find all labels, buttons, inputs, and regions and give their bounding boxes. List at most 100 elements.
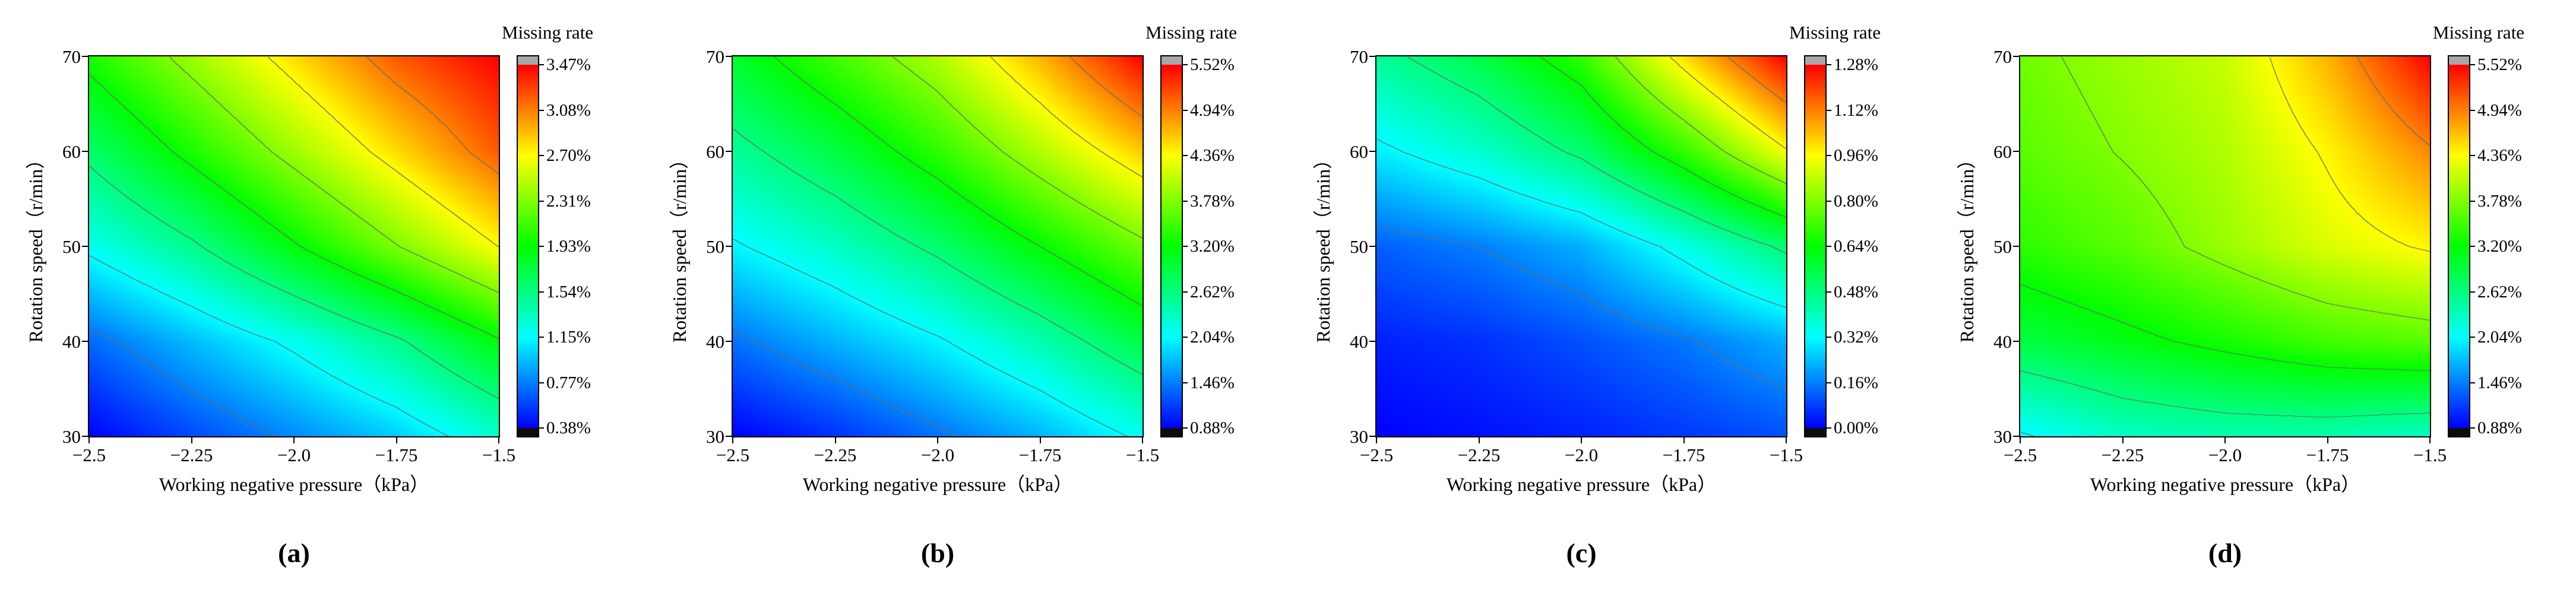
colorbar-tick-label: 0.48% <box>1834 282 1878 302</box>
colorbar-tick-label: 2.70% <box>546 146 591 165</box>
colorbar-tick-mark <box>2470 200 2475 202</box>
x-tick-mark <box>2224 437 2226 443</box>
y-tick-mark <box>726 436 732 437</box>
x-tick-mark <box>1478 437 1480 443</box>
y-tick-mark <box>1369 151 1375 152</box>
heatmap-canvas-a <box>89 56 499 436</box>
y-tick-label: 60 <box>1993 141 2012 162</box>
x-tick-label: −2.5 <box>2003 445 2037 465</box>
x-tick-label: −2.5 <box>1359 445 1394 465</box>
colorbar-tick-mark <box>1827 427 1831 429</box>
x-tick-mark <box>834 437 836 443</box>
panel-letter-c: (c) <box>1566 538 1597 568</box>
y-tick-label: 60 <box>706 141 724 162</box>
x-tick-mark <box>88 437 90 443</box>
colorbar-tick-mark <box>539 200 544 202</box>
colorbar-tick-label: 2.62% <box>2477 282 2522 302</box>
y-tick-mark <box>82 246 88 247</box>
colorbar-tick-label: 1.93% <box>546 237 591 256</box>
y-tick-mark <box>2013 151 2019 152</box>
y-tick-label: 30 <box>1993 426 2012 447</box>
colorbar-tick-label: 4.36% <box>2477 146 2522 165</box>
y-tick-label: 40 <box>1350 331 1368 352</box>
y-tick-label: 50 <box>706 236 724 257</box>
x-tick-mark <box>1039 437 1041 443</box>
colorbar-tick-label: 5.52% <box>1190 55 1235 74</box>
colorbar-tick-mark <box>539 64 544 65</box>
y-tick-mark <box>1369 436 1375 437</box>
colorbar-tick-label: 1.46% <box>2477 373 2522 392</box>
panel-letter-d: (d) <box>2208 538 2242 568</box>
y-tick-label: 50 <box>62 236 81 257</box>
colorbar-tick-mark <box>539 291 544 293</box>
colorbar-tick-mark <box>1183 427 1188 429</box>
y-tick-mark <box>1369 341 1375 342</box>
colorbar-tick-label: 0.88% <box>2477 418 2522 437</box>
y-tick-mark <box>2013 341 2019 342</box>
colorbar-title: Missing rate <box>1789 22 1881 43</box>
x-tick-mark <box>937 437 938 443</box>
colorbar-tick-mark <box>2470 427 2475 429</box>
heatmap-canvas-b <box>733 56 1143 436</box>
y-tick-mark <box>2013 56 2019 57</box>
x-tick-label: −1.75 <box>375 445 418 465</box>
colorbar-tick-mark <box>1183 382 1188 383</box>
x-tick-label: −2.25 <box>170 445 213 465</box>
y-tick-label: 70 <box>706 46 724 67</box>
panel-a: Rotation speed（r/min） −2.5 −2.25 −2.0 −1.75−… <box>0 0 644 609</box>
x-tick-mark <box>1376 437 1377 443</box>
colorbar-tick-mark <box>2470 64 2475 65</box>
x-tick-label: −1.5 <box>1125 445 1160 465</box>
x-tick-mark <box>2020 437 2021 443</box>
x-tick-label: −2.0 <box>920 445 955 465</box>
y-tick-label: 30 <box>62 426 81 447</box>
y-tick-label: 50 <box>1993 236 2012 257</box>
x-axis-label: Working negative pressure（kPa） <box>802 474 1073 495</box>
colorbar-tick-label: 4.94% <box>2477 100 2522 120</box>
colorbar-tick-label: 0.32% <box>1834 328 1878 347</box>
colorbar-tick-label: 5.52% <box>2477 55 2522 74</box>
colorbar-tick-mark <box>1827 64 1831 65</box>
panel-letter-a: (a) <box>278 538 310 568</box>
colorbar-tick-label: 3.78% <box>1190 191 1235 211</box>
x-tick-label: −2.5 <box>72 445 106 465</box>
colorbar-tick-label: 0.00% <box>1834 418 1878 437</box>
colorbar-tick-mark <box>1183 155 1188 156</box>
x-tick-mark <box>498 437 499 443</box>
colorbar-tick-mark <box>1183 291 1188 293</box>
colorbar-tick-mark <box>2470 382 2475 383</box>
y-tick-mark <box>726 151 732 152</box>
panel-c: Rotation speed（r/min） −2.5 −2.25 −2.0 −1.75−… <box>1287 0 1931 609</box>
colorbar-tick-mark <box>539 427 544 429</box>
y-tick-label: 40 <box>62 331 81 352</box>
colorbar-tick-label: 0.77% <box>546 373 591 392</box>
colorbar-tick-label: 0.88% <box>1190 418 1235 437</box>
y-tick-mark <box>726 56 732 57</box>
colorbar-tick-label: 2.04% <box>2477 328 2522 347</box>
x-tick-label: −1.75 <box>2306 445 2349 465</box>
colorbar-tick-label: 1.28% <box>1834 55 1878 74</box>
colorbar-tick-label: 0.80% <box>1834 191 1878 211</box>
y-tick-label: 70 <box>1993 46 2012 67</box>
colorbar-tick-label: 3.08% <box>546 100 591 120</box>
y-tick-label: 70 <box>1350 46 1368 67</box>
colorbar-tick-mark <box>1827 291 1831 293</box>
x-tick-label: −1.75 <box>1018 445 1062 465</box>
panel-d: Rotation speed（r/min） −2.5 −2.25 −2.0 −1.75−… <box>1931 0 2575 609</box>
colorbar-tick-mark <box>539 109 544 111</box>
y-tick-label: 30 <box>706 426 724 447</box>
colorbar-tick-mark <box>2470 109 2475 111</box>
y-tick-label: 70 <box>62 46 81 67</box>
heatmap-canvas-d <box>2020 56 2430 436</box>
colorbar-tick-label: 0.96% <box>1834 146 1878 165</box>
colorbar-tick-mark <box>1827 155 1831 156</box>
y-tick-label: 50 <box>1350 236 1368 257</box>
x-tick-label: −1.5 <box>1769 445 1803 465</box>
colorbar-tick-label: 2.62% <box>1190 282 1235 302</box>
colorbar-tick-mark <box>539 337 544 338</box>
colorbar-tick-label: 3.47% <box>546 55 591 74</box>
y-tick-label: 40 <box>1993 331 2012 352</box>
colorbar-tick-label: 1.12% <box>1834 100 1878 120</box>
x-tick-label: −2.25 <box>2101 445 2144 465</box>
